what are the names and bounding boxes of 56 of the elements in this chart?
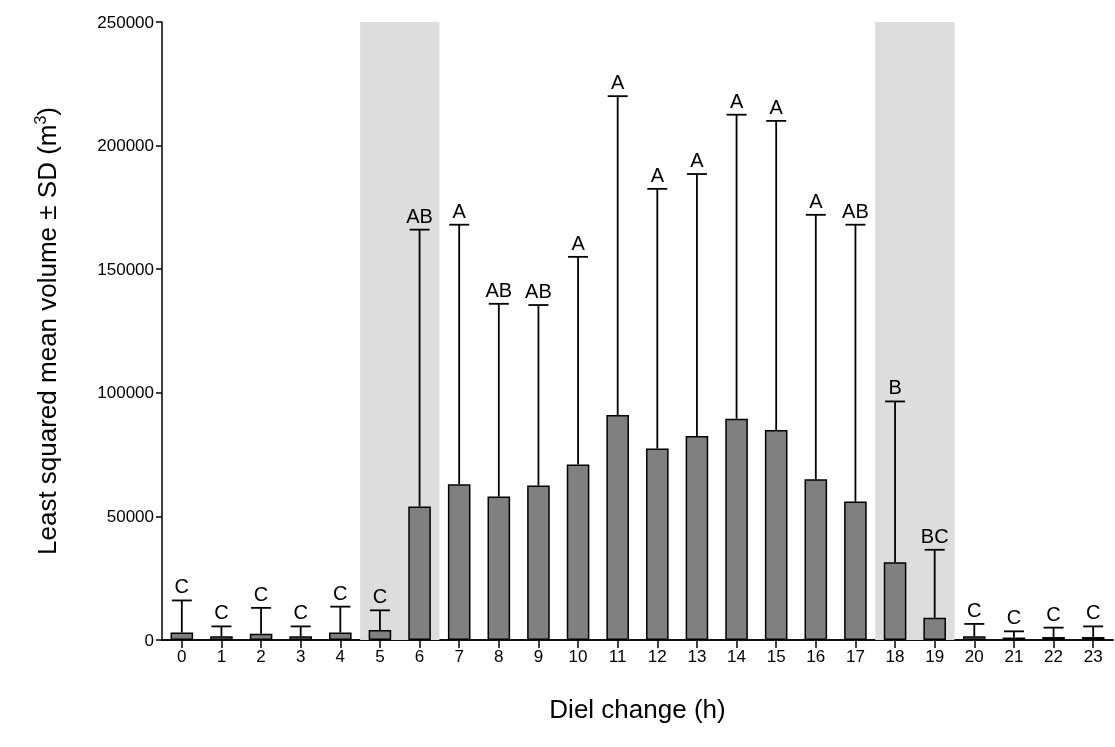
annotation: C bbox=[1046, 602, 1061, 625]
x-tick-label: 9 bbox=[533, 647, 544, 666]
y-tick-label: 150000 bbox=[97, 259, 154, 279]
annotation: C bbox=[253, 582, 269, 605]
x-tick-label: 15 bbox=[766, 647, 786, 666]
x-tick-label: 11 bbox=[608, 647, 627, 666]
annotation: C bbox=[372, 585, 388, 608]
y-tick-label: 100000 bbox=[97, 383, 154, 403]
x-tick-label: 6 bbox=[414, 647, 425, 666]
x-tick-label: 3 bbox=[295, 647, 306, 666]
x-tick-label: 22 bbox=[1044, 647, 1064, 666]
x-tick-label: 8 bbox=[494, 647, 504, 666]
y-axis-title: Least squared mean volume ± SD (m3) bbox=[31, 106, 62, 556]
x-tick-label: 13 bbox=[687, 647, 707, 666]
annotation: C bbox=[967, 598, 982, 621]
x-tick-label: 12 bbox=[647, 647, 667, 666]
annotation: C bbox=[1006, 606, 1022, 629]
annotation: C bbox=[214, 601, 229, 624]
annotation: A bbox=[769, 95, 784, 118]
y-tick-label: 200000 bbox=[97, 136, 154, 156]
x-tick-label: 20 bbox=[964, 647, 984, 666]
annotation: A bbox=[650, 163, 665, 186]
annotation: C bbox=[1085, 601, 1101, 624]
x-tick-label: 23 bbox=[1083, 647, 1103, 666]
x-tick-label: 1 bbox=[216, 647, 227, 666]
y-tick-label: 50000 bbox=[106, 506, 154, 526]
x-tick-label: 0 bbox=[177, 647, 187, 666]
annotation: B bbox=[888, 376, 902, 399]
annotation: A bbox=[809, 189, 824, 212]
x-tick-label: 16 bbox=[806, 647, 826, 666]
annotation: AB bbox=[485, 278, 513, 301]
x-axis-title: Diel change (h) bbox=[549, 694, 726, 724]
annotation: C bbox=[293, 601, 308, 624]
annotation: AB bbox=[842, 199, 869, 222]
annotation: AB bbox=[525, 280, 552, 303]
annotation: A bbox=[729, 89, 744, 112]
x-tick-label: 4 bbox=[335, 647, 346, 666]
annotation: A bbox=[452, 199, 467, 222]
x-tick-label: 21 bbox=[1004, 647, 1024, 666]
annotation: C bbox=[333, 581, 348, 604]
x-tick-label: 10 bbox=[568, 647, 588, 666]
annotation: C bbox=[174, 575, 190, 598]
x-tick-label: 18 bbox=[885, 647, 905, 666]
x-tick-label: 2 bbox=[256, 647, 266, 666]
y-tick-label: 250000 bbox=[97, 12, 154, 32]
x-tick-label: 5 bbox=[375, 647, 385, 666]
annotation: A bbox=[690, 149, 705, 172]
annotation: A bbox=[571, 231, 586, 254]
x-tick-label: 17 bbox=[845, 647, 865, 666]
annotation: BC bbox=[920, 524, 949, 547]
x-tick-label: 14 bbox=[727, 647, 747, 666]
annotation: A bbox=[611, 71, 626, 94]
x-tick-label: 7 bbox=[454, 647, 464, 666]
x-tick-label: 19 bbox=[925, 647, 945, 666]
annotation: AB bbox=[406, 204, 433, 227]
y-tick-label: 0 bbox=[144, 630, 154, 650]
